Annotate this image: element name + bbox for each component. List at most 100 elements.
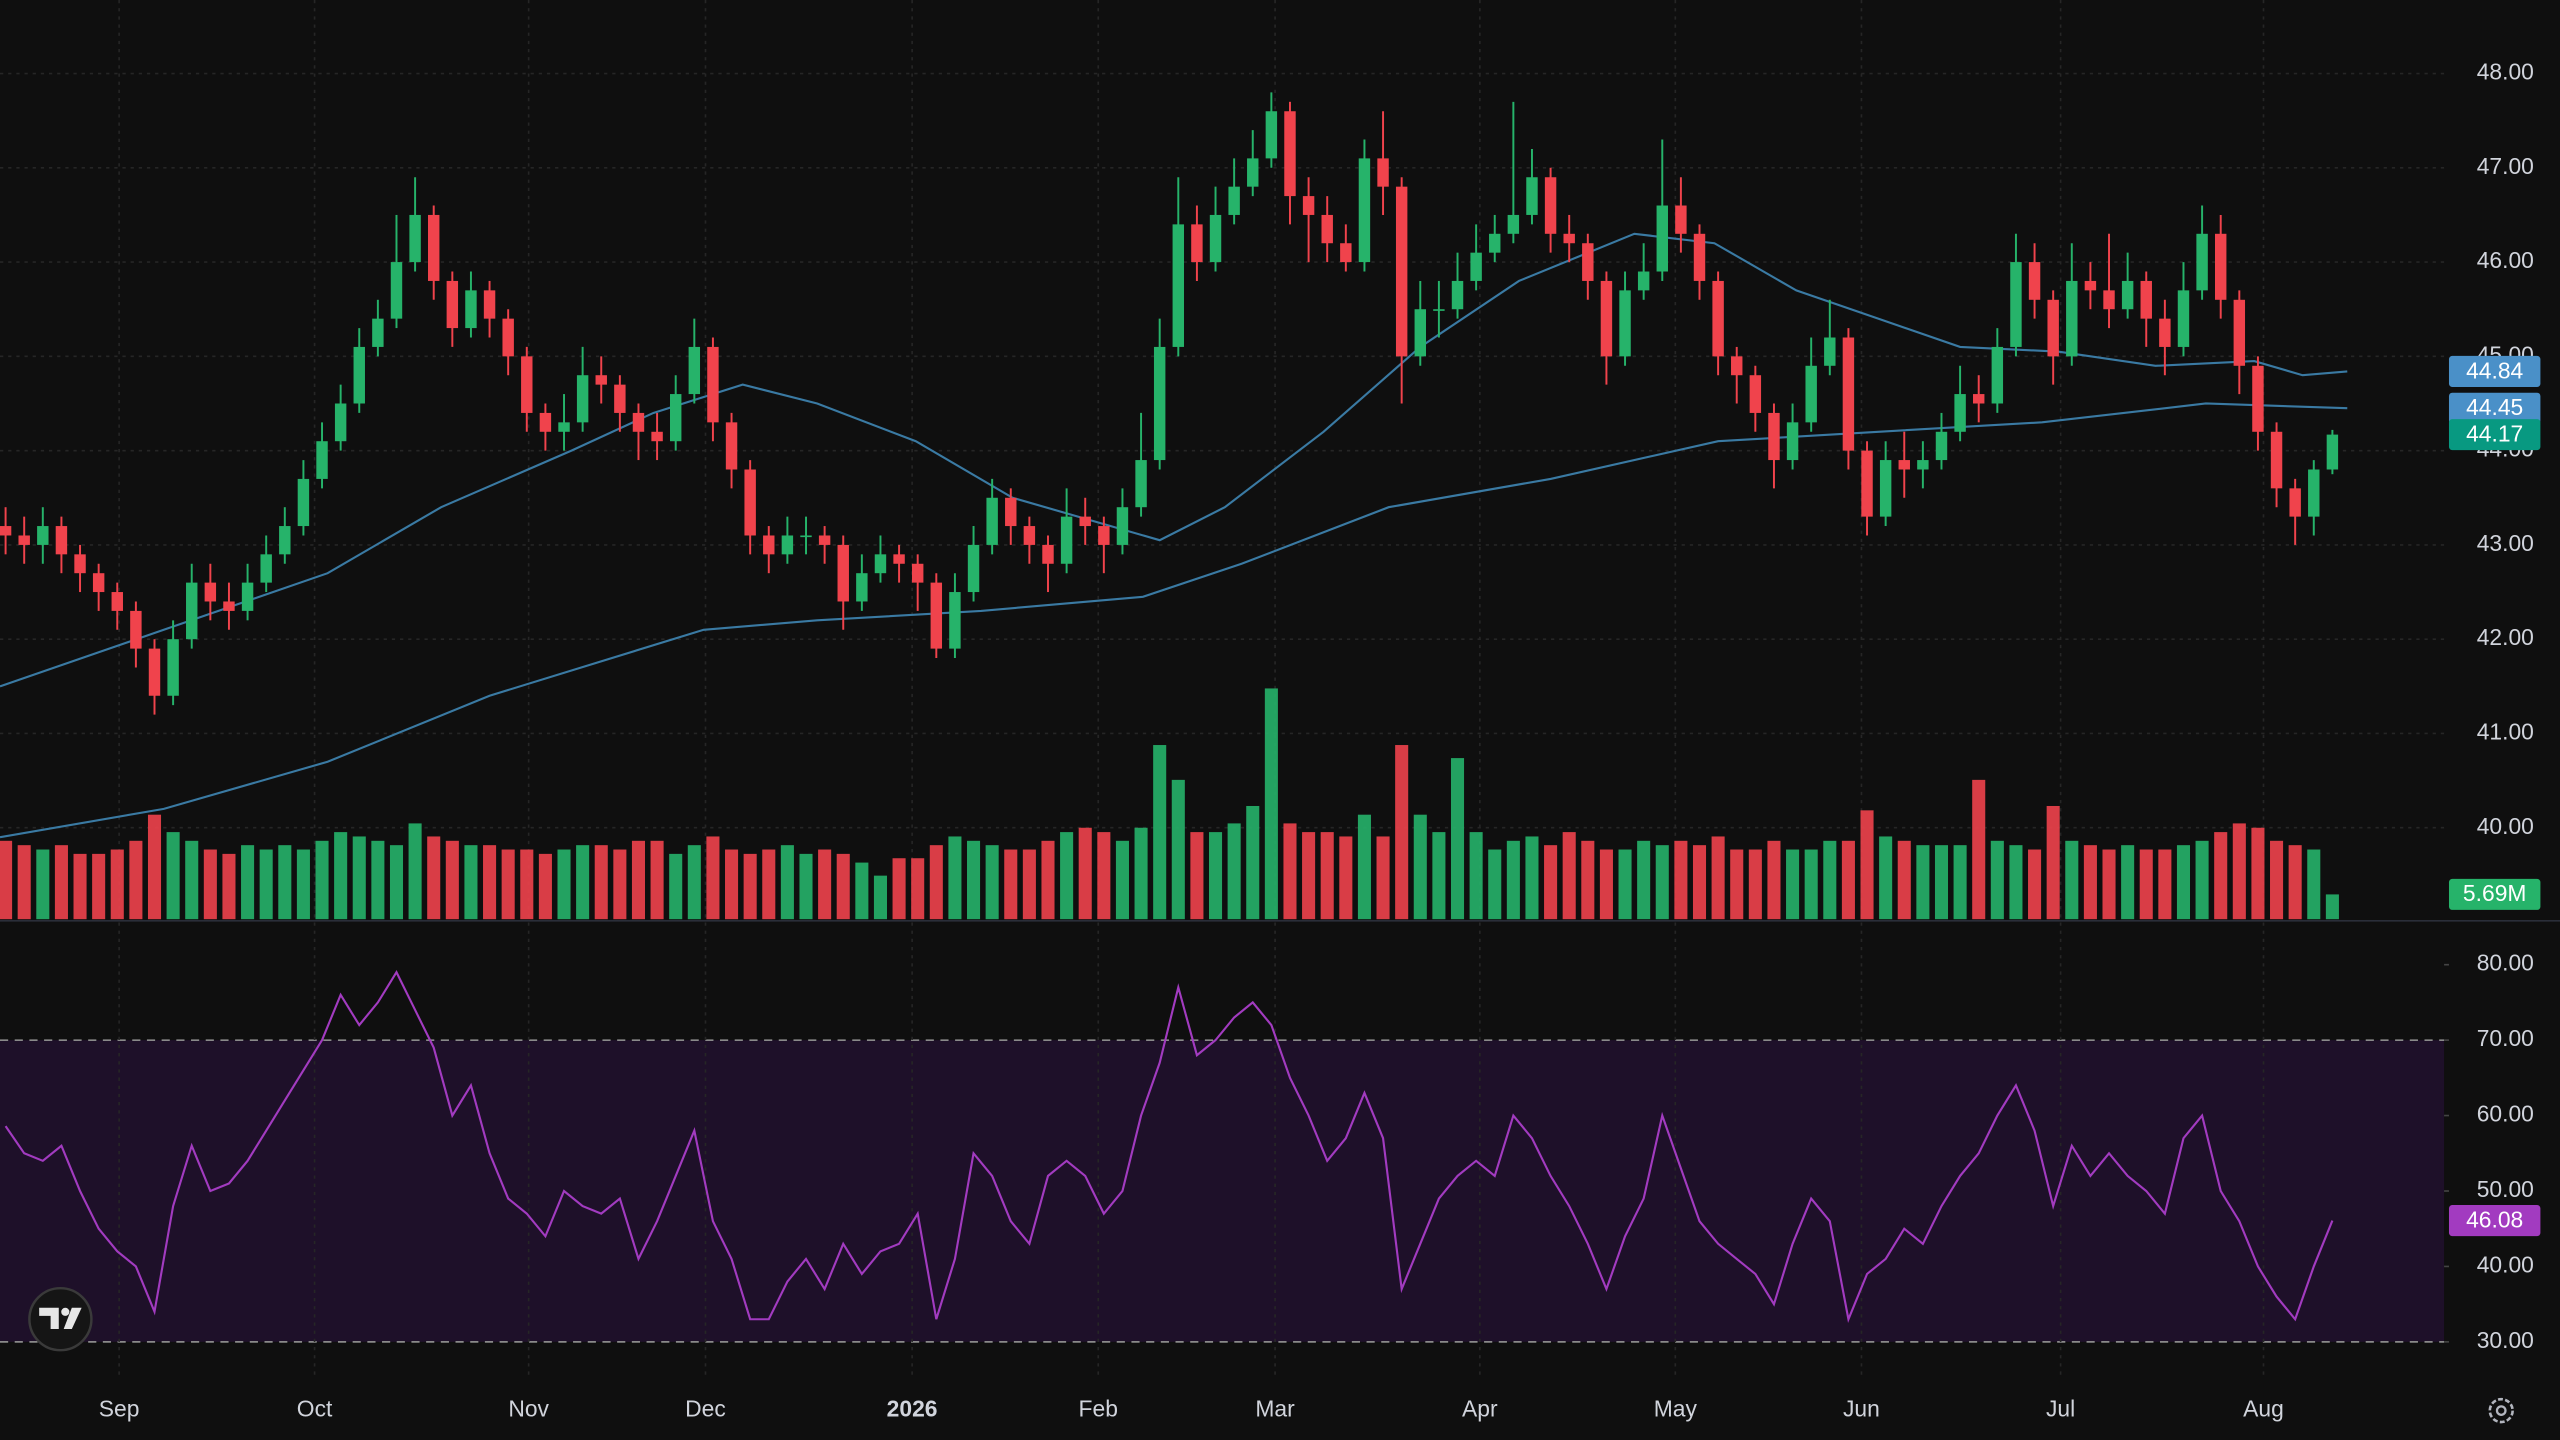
candle-body xyxy=(167,639,179,696)
volume-bar xyxy=(17,845,31,920)
candle-body xyxy=(1284,111,1296,197)
volume-bar xyxy=(1916,845,1930,920)
y-tick-label: 48.00 xyxy=(2477,59,2534,85)
candle-body xyxy=(279,526,291,555)
x-tick-label: Jun xyxy=(1843,1396,1880,1422)
candle-body xyxy=(1768,412,1780,461)
candle-body xyxy=(1116,507,1129,545)
volume-bar xyxy=(1990,840,2004,920)
rsi-band xyxy=(0,1040,2445,1342)
volume-bar xyxy=(278,845,292,920)
candle-body xyxy=(1395,186,1408,357)
candle-body xyxy=(1898,460,1910,470)
volume-bar xyxy=(1897,840,1911,920)
volume-bar xyxy=(1488,849,1502,920)
candle-body xyxy=(1712,280,1724,357)
volume-bar xyxy=(1469,832,1483,920)
candle-body xyxy=(930,582,943,649)
candle-body xyxy=(911,563,924,583)
volume-bar xyxy=(166,832,180,920)
candle-body xyxy=(986,497,998,545)
candle-body xyxy=(0,526,12,536)
candle-body xyxy=(2326,434,2339,470)
volume-bar xyxy=(576,845,590,920)
candle-body xyxy=(148,648,161,696)
candle-body xyxy=(1526,177,1538,215)
y-tick-label: 46.00 xyxy=(2477,247,2534,273)
candle-body xyxy=(669,394,682,442)
volume-bar xyxy=(1190,832,1204,920)
candle-body xyxy=(707,346,719,423)
candle-body xyxy=(2047,299,2059,357)
x-tick-label: Sep xyxy=(99,1396,140,1422)
volume-bar xyxy=(501,849,515,920)
volume-bar xyxy=(445,840,459,920)
candle-body xyxy=(1414,309,1426,357)
volume-bar xyxy=(2083,845,2097,920)
volume-bar xyxy=(1786,849,1800,920)
volume-bar xyxy=(296,849,310,920)
volume-bar xyxy=(2046,805,2060,920)
candle-body xyxy=(1005,497,1017,527)
volume-bar xyxy=(334,832,348,920)
rsi-tick-label: 50.00 xyxy=(2477,1176,2534,1202)
volume-bar xyxy=(1171,779,1185,920)
candle-body xyxy=(1023,526,1036,545)
volume-bar xyxy=(1004,849,1018,920)
candle-body xyxy=(856,573,868,602)
volume-bar xyxy=(147,814,162,920)
volume-bar xyxy=(1804,849,1818,920)
volume-bar xyxy=(2270,840,2284,920)
volume-bar xyxy=(650,840,664,920)
candle-body xyxy=(2103,290,2115,310)
volume-bar xyxy=(1674,840,1688,920)
candle-body xyxy=(1098,526,1110,545)
volume-bar xyxy=(1022,849,1036,920)
candle-body xyxy=(2028,262,2041,300)
candle-body xyxy=(74,554,86,574)
candle-body xyxy=(1619,290,1631,357)
gear-inner[interactable] xyxy=(2495,1405,2507,1417)
volume-bar xyxy=(1637,840,1651,920)
candle-body xyxy=(1377,158,1389,187)
volume-bar xyxy=(1581,840,1595,920)
volume-bar xyxy=(2009,845,2023,920)
volume-bar xyxy=(873,875,887,920)
candle-body xyxy=(2159,318,2171,347)
volume-bar xyxy=(2176,845,2191,920)
y-tick-label: 43.00 xyxy=(2477,530,2534,556)
volume-bar xyxy=(241,845,255,920)
candle-body xyxy=(1824,337,1836,366)
candle-body xyxy=(297,478,310,527)
candle-body xyxy=(1879,460,1892,517)
candle-body xyxy=(1042,544,1054,564)
candle-body xyxy=(1637,271,1650,291)
volume-bar xyxy=(1227,823,1241,920)
candle-body xyxy=(2196,233,2208,291)
x-tick-label: Nov xyxy=(508,1396,549,1422)
gear-outer[interactable] xyxy=(2488,1397,2514,1424)
candle-body xyxy=(1582,243,1594,281)
volume-bar xyxy=(631,840,646,920)
volume-bar xyxy=(1153,745,1167,920)
candle-body xyxy=(1507,214,1520,234)
logo-v xyxy=(63,1307,82,1329)
volume-bar xyxy=(1339,836,1353,920)
volume-bar xyxy=(1823,840,1837,920)
candle-body xyxy=(2214,233,2227,300)
rsi-tick-label: 60.00 xyxy=(2477,1101,2534,1127)
settings-icon[interactable] xyxy=(2488,1397,2514,1424)
candle-body xyxy=(651,431,663,442)
candle-body xyxy=(372,318,384,347)
candle-body xyxy=(1973,394,1985,404)
rsi-tick-label: 70.00 xyxy=(2477,1025,2534,1051)
x-tick-label: Apr xyxy=(1462,1396,1498,1422)
volume-bar xyxy=(1078,827,1092,920)
candle-body xyxy=(1675,205,1687,234)
volume-bar xyxy=(2251,827,2265,920)
candle-body xyxy=(1191,224,1203,263)
candle-body xyxy=(241,582,254,611)
volume-bar xyxy=(1357,814,1371,920)
volume-bar xyxy=(594,845,608,920)
x-tick-label: Jul xyxy=(2046,1396,2075,1422)
